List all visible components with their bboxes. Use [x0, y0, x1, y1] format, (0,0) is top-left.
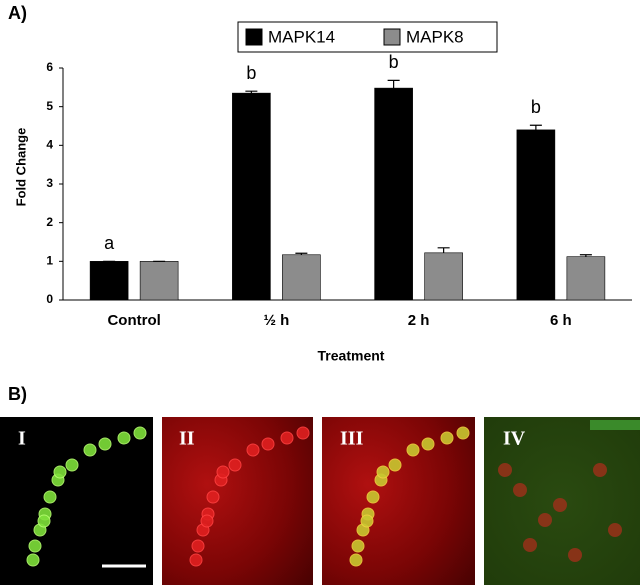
image-label: I [18, 428, 26, 450]
micrographs: I II III IV [0, 417, 640, 585]
x-tick-label: Control [107, 312, 160, 329]
significance-letter: a [104, 233, 115, 253]
cell [133, 426, 147, 440]
cell [296, 426, 310, 440]
cell [117, 431, 131, 445]
cell [406, 443, 420, 457]
cell [523, 538, 537, 552]
cell [538, 513, 552, 527]
cell [440, 431, 454, 445]
cell [349, 553, 363, 567]
image-label: II [179, 428, 195, 450]
bar [89, 261, 129, 301]
cell [65, 458, 79, 472]
cell [376, 465, 390, 479]
bar [566, 256, 606, 301]
cell [553, 498, 567, 512]
cell [568, 548, 582, 562]
significance-letter: b [246, 63, 256, 83]
image [162, 417, 313, 585]
y-tick-label: 1 [46, 254, 53, 268]
cell [513, 483, 527, 497]
cell [261, 437, 275, 451]
speckle [590, 420, 640, 430]
significance-letter: b [531, 97, 541, 117]
cell [98, 437, 112, 451]
cell [83, 443, 97, 457]
error-bar [387, 79, 400, 89]
cell [498, 463, 512, 477]
error-bar [529, 124, 542, 130]
cell [191, 539, 205, 553]
cell [388, 458, 402, 472]
cell [53, 465, 67, 479]
cell [351, 539, 365, 553]
bar [282, 254, 321, 301]
x-tick-label: 2 h [408, 312, 430, 329]
image [322, 417, 475, 585]
legend-box [237, 21, 498, 53]
cell [456, 426, 470, 440]
image [0, 417, 153, 585]
x-tick-label: ½ h [263, 312, 289, 329]
cell [28, 539, 42, 553]
cell [280, 431, 294, 445]
legend-swatch [245, 28, 263, 46]
error-bar [245, 90, 258, 94]
cell [206, 490, 220, 504]
bar [232, 92, 271, 301]
cell [246, 443, 260, 457]
cell [37, 514, 51, 528]
bar [139, 261, 179, 301]
significance-letter: b [389, 52, 399, 72]
cell [608, 523, 622, 537]
cell [593, 463, 607, 477]
legend-label: MAPK14 [268, 27, 335, 46]
cell [366, 490, 380, 504]
cell [421, 437, 435, 451]
cell [216, 465, 230, 479]
x-axis-label: Treatment [318, 348, 385, 364]
y-tick-label: 3 [46, 176, 53, 190]
y-tick-label: 2 [46, 215, 53, 229]
panel-label: A) [8, 3, 27, 23]
y-tick-label: 6 [46, 60, 53, 74]
x-tick-label: 6 h [550, 312, 572, 329]
bar [516, 129, 556, 301]
image-label: III [340, 428, 364, 450]
legend-label: MAPK8 [406, 27, 464, 46]
y-tick-label: 4 [46, 138, 53, 152]
panel-label: B) [8, 384, 27, 404]
y-axis-label: Fold Change [13, 128, 28, 207]
image-label: IV [503, 428, 526, 450]
bar [374, 87, 413, 301]
y-tick-label: 0 [46, 292, 53, 306]
cell [43, 490, 57, 504]
y-tick-label: 5 [46, 99, 53, 113]
error-bar [579, 254, 592, 257]
error-bar [437, 247, 450, 253]
cell [228, 458, 242, 472]
cell [360, 514, 374, 528]
cell [26, 553, 40, 567]
cell [200, 514, 214, 528]
cell [189, 553, 203, 567]
bar [424, 252, 463, 301]
legend-swatch [383, 28, 401, 46]
error-bar [295, 252, 308, 255]
